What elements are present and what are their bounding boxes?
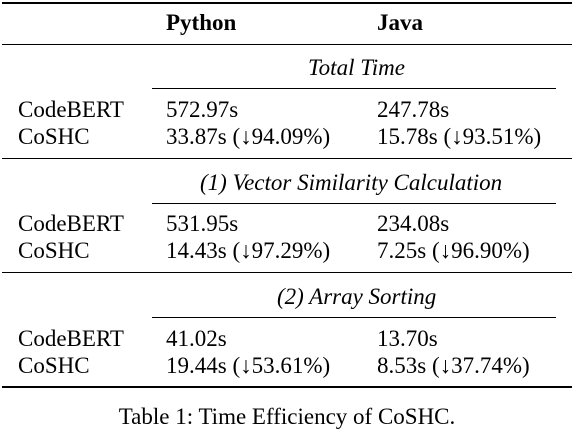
header-python: Python	[166, 10, 237, 35]
cell-python: 14.43s (↓97.29%)	[166, 238, 331, 263]
bottom-rule	[2, 386, 572, 388]
section-subrule	[152, 203, 556, 204]
section-subrule	[152, 88, 556, 89]
cell-java: 7.25s (↓96.90%)	[377, 238, 530, 263]
row-model: CoSHC	[18, 353, 90, 378]
cell-python: 19.44s (↓53.61%)	[166, 353, 331, 378]
section-divider	[2, 158, 572, 159]
top-rule	[2, 2, 572, 4]
section-title-vector-similarity: (1) Vector Similarity Calculation	[200, 170, 503, 195]
section-divider	[2, 272, 572, 273]
cell-python: 33.87s (↓94.09%)	[166, 124, 331, 149]
row-model: CoSHC	[18, 238, 90, 263]
cell-python: 41.02s	[166, 326, 227, 351]
row-model: CodeBERT	[18, 97, 124, 122]
row-model: CodeBERT	[18, 211, 124, 236]
cell-java: 13.70s	[377, 326, 438, 351]
cell-python: 531.95s	[166, 211, 239, 236]
row-model: CoSHC	[18, 124, 90, 149]
header-rule	[2, 44, 572, 45]
cell-java: 15.78s (↓93.51%)	[377, 124, 542, 149]
table-caption: Table 1: Time Efficiency of CoSHC.	[118, 404, 456, 429]
cell-java: 247.78s	[377, 97, 450, 122]
header-java: Java	[377, 10, 423, 35]
section-title-total-time: Total Time	[308, 55, 405, 80]
cell-java: 234.08s	[377, 211, 450, 236]
row-model: CodeBERT	[18, 326, 124, 351]
cell-python: 572.97s	[166, 97, 239, 122]
section-subrule	[152, 317, 556, 318]
cell-java: 8.53s (↓37.74%)	[377, 353, 530, 378]
section-title-array-sorting: (2) Array Sorting	[277, 284, 437, 309]
